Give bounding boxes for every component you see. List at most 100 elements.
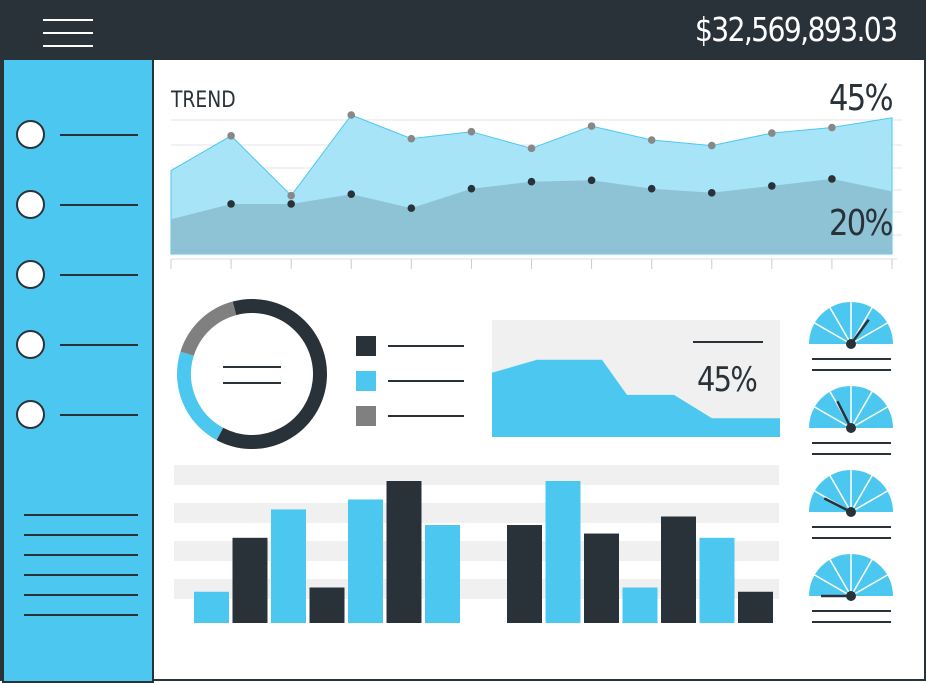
bar-grid-band — [174, 465, 779, 485]
bar — [348, 499, 383, 623]
progress-panel: 45% — [492, 320, 780, 437]
trend-chart — [170, 111, 902, 269]
trend-point — [407, 134, 416, 143]
legend-item — [356, 371, 476, 391]
donut-slice — [177, 351, 224, 441]
radio-icon — [16, 260, 45, 289]
legend-label-line — [388, 415, 464, 417]
trend-point — [828, 175, 836, 183]
trend-point — [227, 132, 235, 140]
legend-swatch — [356, 371, 376, 391]
balance-total: $32,569,893.03 — [694, 10, 897, 49]
gauge-tick — [814, 322, 852, 345]
bar — [232, 537, 268, 623]
gauge-tick — [814, 406, 852, 429]
sidebar-item-2[interactable] — [14, 188, 142, 222]
gauge-tick — [829, 475, 852, 513]
donut-legend — [356, 336, 476, 426]
trend-point — [527, 177, 536, 186]
trend-point — [647, 184, 656, 193]
progress-area-chart — [492, 359, 780, 437]
trend-point — [287, 191, 295, 200]
gauge-hub — [846, 591, 856, 601]
gauge-needle — [836, 400, 853, 429]
gauge-tick — [829, 559, 852, 597]
gauge-tick — [850, 406, 888, 429]
gauge-tick — [829, 307, 852, 345]
donut-label-line — [223, 366, 281, 368]
trend-point — [407, 204, 416, 212]
main-panel: TREND 45% 20% 45% — [154, 60, 926, 683]
sidebar-text-line — [24, 574, 138, 576]
gauge-tick — [850, 574, 888, 597]
sidebar-item-5[interactable] — [14, 398, 142, 432]
bar — [386, 481, 422, 623]
gauge-tick — [814, 574, 852, 597]
sidebar-item-label-placeholder — [60, 274, 138, 276]
sidebar-text-line — [24, 534, 138, 536]
donut-label-line — [223, 382, 281, 384]
sidebar-item-1[interactable] — [14, 118, 142, 152]
trend-point — [707, 189, 716, 197]
donut-chart — [177, 299, 327, 449]
radio-icon — [16, 120, 45, 149]
trend-point — [828, 123, 836, 132]
gauge-tick — [850, 490, 888, 513]
radio-icon — [16, 190, 45, 219]
sidebar-text-line — [24, 554, 138, 556]
gauge-hub — [846, 339, 856, 349]
trend-point — [347, 111, 356, 119]
bar — [507, 525, 542, 623]
legend-label-line — [388, 345, 464, 347]
sidebar-item-4[interactable] — [14, 328, 142, 362]
bar — [699, 537, 735, 623]
sidebar-text-line — [24, 514, 138, 516]
bar — [584, 533, 619, 623]
hamburger-menu-icon[interactable] — [38, 16, 98, 50]
gauge-column — [809, 300, 904, 640]
legend-item — [356, 406, 476, 426]
trend-point — [707, 141, 716, 150]
bar — [661, 516, 696, 623]
progress-label-line — [693, 341, 763, 343]
sidebar-item-label-placeholder — [60, 414, 138, 416]
bar — [738, 591, 773, 623]
bar-grid-band — [174, 541, 779, 561]
legend-item — [356, 336, 476, 356]
bar-grid-band — [174, 503, 779, 523]
donut-slice — [216, 299, 327, 449]
donut-slice — [180, 301, 237, 357]
bar — [309, 587, 345, 623]
trend-point — [227, 200, 235, 208]
sidebar-item-label-placeholder — [60, 134, 138, 136]
gauge-hub — [846, 423, 856, 433]
sidebar-text-line — [24, 594, 138, 596]
sidebar-item-label-placeholder — [60, 344, 138, 346]
trend-point — [647, 136, 656, 144]
progress-area — [492, 359, 780, 437]
sidebar-item-label-placeholder — [60, 204, 138, 206]
bar — [545, 481, 581, 623]
bar — [271, 509, 306, 623]
legend-swatch — [356, 336, 376, 356]
gauge — [809, 386, 893, 455]
trend-lower-value: 20% — [829, 203, 894, 244]
top-bar: $32,569,893.03 — [2, 2, 926, 60]
legend-swatch — [356, 406, 376, 426]
trend-title: TREND — [171, 88, 236, 113]
gauge-tick — [850, 475, 873, 513]
sidebar-item-3[interactable] — [14, 258, 142, 292]
sidebar — [2, 60, 154, 683]
bar-chart — [174, 465, 779, 623]
radio-icon — [16, 400, 45, 429]
legend-label-line — [388, 380, 464, 382]
trend-point — [287, 200, 295, 208]
progress-value: 45% — [697, 360, 758, 400]
trend-point — [768, 182, 776, 190]
trend-upper-value: 45% — [829, 78, 894, 119]
gauge-tick — [850, 322, 888, 345]
radio-icon — [16, 330, 45, 359]
trend-point — [467, 127, 476, 136]
trend-point — [347, 190, 356, 199]
bar — [194, 591, 229, 623]
